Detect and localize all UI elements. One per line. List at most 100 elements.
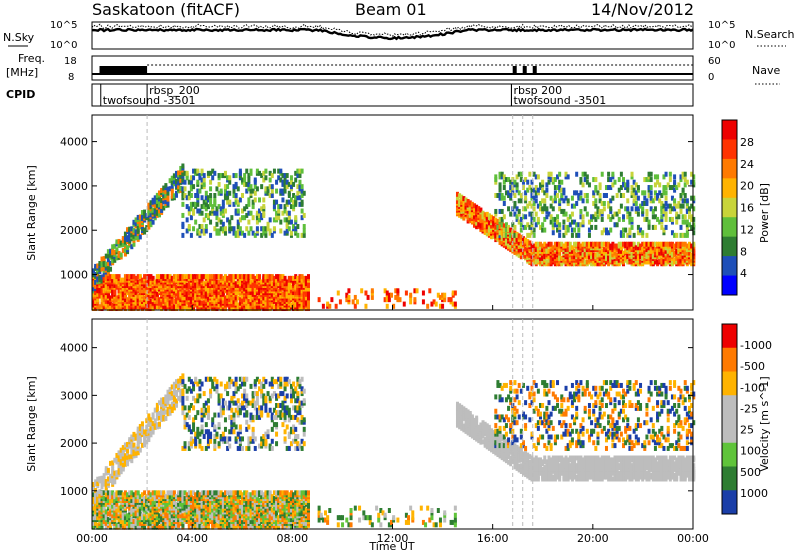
power-cell <box>532 227 536 233</box>
colorbar-segment <box>722 120 737 140</box>
power-cell <box>292 199 296 205</box>
power-cell <box>451 290 455 296</box>
power-cell <box>296 232 300 238</box>
power-cell <box>289 293 293 299</box>
power-cell <box>600 248 604 254</box>
power-cell <box>281 173 285 179</box>
power-cell <box>370 294 374 300</box>
power-cell <box>626 179 630 185</box>
velocity-cell <box>130 490 134 496</box>
power-cell <box>166 297 170 303</box>
velocity-cell <box>151 496 155 502</box>
velocity-cell <box>111 513 115 519</box>
power-cell <box>594 216 598 222</box>
power-cell <box>245 168 249 174</box>
power-cell <box>155 208 159 214</box>
power-cell <box>636 241 640 247</box>
power-cell <box>300 288 304 294</box>
velocity-cell <box>151 505 155 511</box>
velocity-cell <box>121 492 125 498</box>
power-cell <box>551 245 555 251</box>
power-cell <box>209 170 213 176</box>
power-cell <box>215 291 219 297</box>
power-cell <box>209 232 213 238</box>
velocity-cell <box>160 490 164 496</box>
power-cell <box>670 216 674 222</box>
velocity-cell <box>132 496 136 502</box>
power-cell <box>272 168 276 174</box>
power-cell <box>653 214 657 220</box>
power-cell <box>264 168 268 174</box>
power-cell <box>219 284 223 290</box>
power-cell <box>570 195 574 201</box>
power-cell <box>198 208 202 214</box>
power-cell <box>243 277 247 283</box>
power-cell <box>134 229 138 235</box>
power-cell <box>266 306 270 312</box>
power-cell <box>147 306 151 312</box>
velocity-cell <box>151 412 155 418</box>
power-cell <box>515 187 519 193</box>
power-cell <box>202 204 206 210</box>
power-cell <box>538 224 542 230</box>
power-cell <box>215 282 219 288</box>
power-cell <box>226 184 230 190</box>
velocity-cell <box>113 505 117 511</box>
power-cell <box>326 301 330 307</box>
power-cell <box>113 257 117 263</box>
power-cell <box>519 241 523 247</box>
power-cell <box>496 227 500 233</box>
power-cell <box>677 214 681 220</box>
power-cell <box>498 187 502 193</box>
velocity-cell <box>162 490 166 496</box>
power-cell <box>100 290 104 296</box>
power-cell <box>658 241 662 247</box>
power-cell <box>558 179 562 185</box>
power-cell <box>292 181 296 187</box>
power-cell <box>302 212 306 218</box>
velocity-cell <box>111 497 115 503</box>
power-cell <box>628 230 632 236</box>
power-cell <box>660 248 664 254</box>
velocity-cell <box>106 494 110 500</box>
power-cell <box>177 274 181 280</box>
power-cell <box>577 252 581 258</box>
power-cell <box>287 297 291 303</box>
power-cell <box>404 290 408 296</box>
power-cell <box>253 232 257 238</box>
power-cell <box>217 290 221 296</box>
power-cell <box>585 241 589 247</box>
power-cell <box>656 247 660 253</box>
power-cell <box>194 281 198 287</box>
velocity-cell <box>132 492 136 498</box>
velocity-cell <box>92 481 95 487</box>
power-cell <box>673 198 677 204</box>
velocity-cell <box>100 520 104 526</box>
power-cell <box>519 177 523 183</box>
power-cell <box>556 241 560 247</box>
power-cell <box>519 216 523 222</box>
power-cell <box>477 222 481 228</box>
power-cell <box>134 290 138 296</box>
power-cell <box>277 295 281 301</box>
power-cell <box>675 219 679 225</box>
power-cell <box>132 274 136 280</box>
power-cell <box>624 227 628 233</box>
velocity-cell <box>134 524 138 530</box>
power-cell <box>236 306 240 312</box>
power-cell <box>598 261 602 267</box>
power-cell <box>277 302 281 308</box>
velocity-cell <box>102 473 106 479</box>
power-cell <box>528 252 532 258</box>
power-cell <box>517 190 521 196</box>
power-cell <box>296 195 300 201</box>
power-cell <box>179 274 183 280</box>
power-cell <box>360 288 364 294</box>
nsky-frame <box>91 21 694 50</box>
power-cell <box>558 200 562 206</box>
power-cell <box>232 282 236 288</box>
velocity-cell <box>92 505 95 511</box>
power-cell <box>543 203 547 209</box>
power-cell <box>277 288 281 294</box>
power-cell <box>464 197 468 203</box>
